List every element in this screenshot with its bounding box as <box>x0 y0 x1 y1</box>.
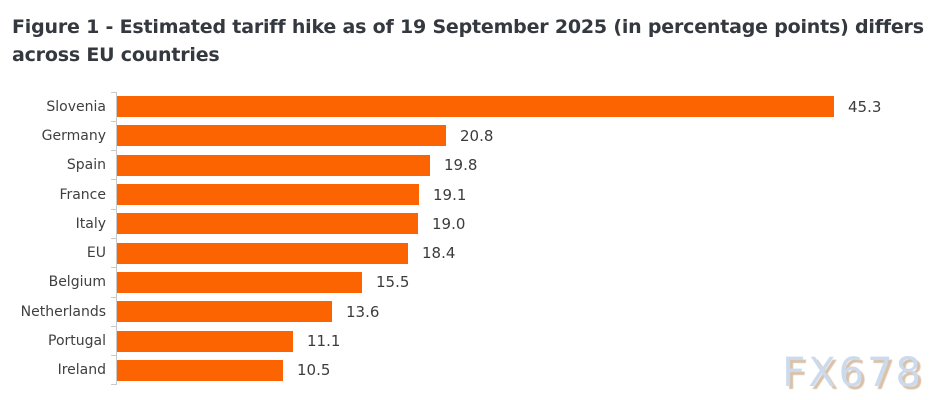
value-label: 45.3 <box>848 97 882 116</box>
value-label: 18.4 <box>422 244 456 263</box>
bar <box>117 125 446 147</box>
category-label: EU <box>86 245 106 262</box>
value-label: 13.6 <box>346 302 380 321</box>
chart-row: Spain 19.8 <box>0 150 940 180</box>
value-label: 11.1 <box>307 332 341 351</box>
plot-area: 11.1 <box>111 325 940 356</box>
category-label: France <box>59 186 106 203</box>
chart-row: Ireland 10.5 <box>0 355 940 386</box>
category-label: Spain <box>66 157 106 174</box>
chart-row: Netherlands 13.6 <box>0 296 940 327</box>
value-label: 20.8 <box>460 126 494 145</box>
chart-row: Italy 19.0 <box>0 208 940 239</box>
value-label: 19.1 <box>433 185 467 204</box>
chart-row: Germany 20.8 <box>0 120 940 151</box>
chart-row: EU 18.4 <box>0 237 940 268</box>
category-label: Ireland <box>57 362 106 379</box>
chart-row: Slovenia 45.3 <box>0 91 940 122</box>
bar <box>117 271 362 293</box>
chart-row: France 19.1 <box>0 179 940 210</box>
plot-area: 15.5 <box>111 267 940 298</box>
chart-row: Belgium 15.5 <box>0 267 940 298</box>
bar-chart: Slovenia 45.3 Germany 20.8 Spain 19.8 Fr… <box>0 91 940 386</box>
plot-area: 18.4 <box>111 237 940 268</box>
value-label: 19.0 <box>432 214 466 233</box>
bar <box>117 301 332 323</box>
bar <box>117 154 430 176</box>
chart-title: Figure 1 - Estimated tariff hike as of 1… <box>12 14 928 69</box>
category-label: Netherlands <box>20 303 106 320</box>
category-label: Portugal <box>48 333 106 350</box>
bar <box>117 330 293 352</box>
plot-area: 13.6 <box>111 296 940 327</box>
category-label: Slovenia <box>46 98 106 115</box>
chart-title-line1: Figure 1 - Estimated tariff hike as of 1… <box>12 16 924 38</box>
fx678-watermark: FX678 <box>782 350 924 396</box>
category-label: Belgium <box>48 274 106 291</box>
chart-row: Portugal 11.1 <box>0 325 940 356</box>
plot-area: 19.1 <box>111 179 940 210</box>
value-label: 10.5 <box>297 361 331 380</box>
plot-area: 10.5 <box>111 355 940 386</box>
value-label: 19.8 <box>444 156 478 175</box>
bar <box>117 359 283 381</box>
value-label: 15.5 <box>376 273 410 292</box>
category-label: Germany <box>41 127 106 144</box>
category-label: Italy <box>75 215 106 232</box>
chart-title-line2: across EU countries <box>12 43 220 66</box>
plot-area: 20.8 <box>111 120 940 151</box>
bar <box>117 242 408 264</box>
plot-area: 19.8 <box>111 150 940 180</box>
bar <box>117 184 419 206</box>
bar <box>117 213 418 235</box>
bar <box>117 96 834 118</box>
plot-area: 19.0 <box>111 208 940 239</box>
plot-area: 45.3 <box>111 91 940 122</box>
